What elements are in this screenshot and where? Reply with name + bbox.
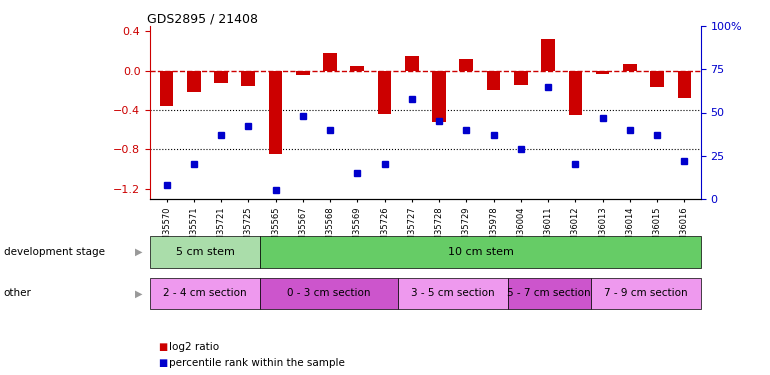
Bar xyxy=(350,66,364,70)
Bar xyxy=(651,70,664,87)
Bar xyxy=(378,70,391,114)
Bar xyxy=(187,70,200,92)
Text: 7 - 9 cm section: 7 - 9 cm section xyxy=(604,288,688,298)
Text: 3 - 5 cm section: 3 - 5 cm section xyxy=(411,288,495,298)
Bar xyxy=(487,70,500,90)
Text: 0 - 3 cm section: 0 - 3 cm section xyxy=(287,288,371,298)
Bar xyxy=(541,39,555,70)
Text: 10 cm stem: 10 cm stem xyxy=(447,247,514,257)
Bar xyxy=(623,64,637,70)
Bar xyxy=(568,70,582,115)
Text: ▶: ▶ xyxy=(135,288,142,298)
Text: ▶: ▶ xyxy=(135,247,142,257)
Bar xyxy=(242,70,255,86)
Bar xyxy=(460,59,473,70)
Text: log2 ratio: log2 ratio xyxy=(169,342,219,352)
Text: ■: ■ xyxy=(158,342,167,352)
Text: development stage: development stage xyxy=(4,247,105,257)
Text: 5 cm stem: 5 cm stem xyxy=(176,247,235,257)
Bar xyxy=(159,70,173,106)
Text: 5 - 7 cm section: 5 - 7 cm section xyxy=(507,288,591,298)
Bar xyxy=(596,70,609,74)
Text: other: other xyxy=(4,288,32,298)
Bar xyxy=(678,70,691,98)
Bar xyxy=(514,70,527,86)
Bar xyxy=(296,70,310,75)
Text: ■: ■ xyxy=(158,358,167,368)
Bar xyxy=(269,70,283,154)
Bar xyxy=(432,70,446,122)
Text: 2 - 4 cm section: 2 - 4 cm section xyxy=(163,288,247,298)
Bar xyxy=(405,56,419,70)
Text: percentile rank within the sample: percentile rank within the sample xyxy=(169,358,345,368)
Bar xyxy=(214,70,228,83)
Text: GDS2895 / 21408: GDS2895 / 21408 xyxy=(147,12,259,25)
Bar xyxy=(323,53,336,70)
